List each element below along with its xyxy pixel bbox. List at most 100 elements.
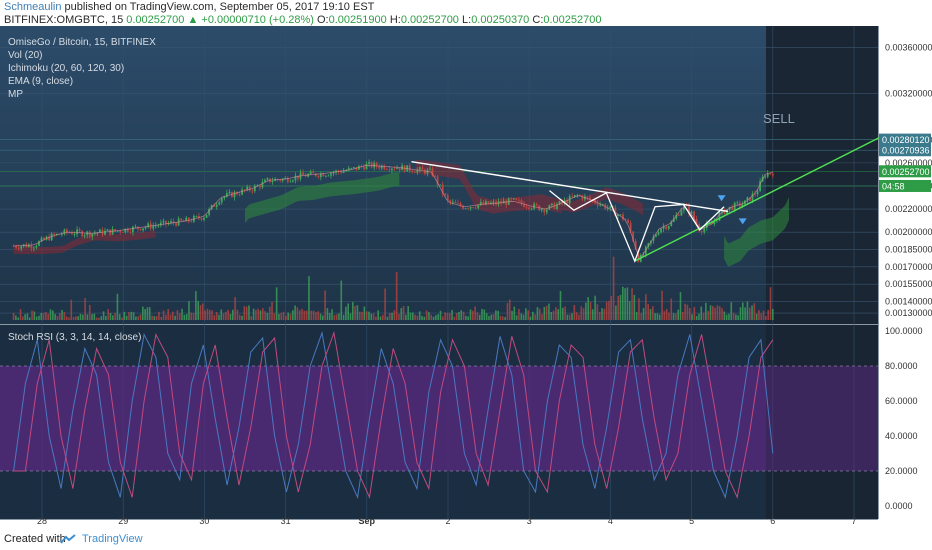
candle-body bbox=[124, 228, 127, 233]
volume-bar bbox=[109, 312, 112, 320]
candle-body bbox=[322, 173, 325, 177]
volume-bar bbox=[252, 308, 255, 320]
volume-bar bbox=[322, 315, 324, 320]
volume-bar bbox=[442, 316, 444, 320]
volume-bar bbox=[562, 307, 564, 320]
candle-body bbox=[279, 179, 282, 181]
volume-bar bbox=[102, 311, 105, 320]
volume-bar bbox=[192, 313, 195, 320]
candle-body bbox=[449, 200, 452, 203]
volume-bar bbox=[488, 316, 490, 320]
candle-body bbox=[756, 191, 759, 195]
candle-body bbox=[454, 201, 457, 203]
volume-bar bbox=[146, 307, 149, 320]
volume-bar bbox=[93, 313, 96, 320]
volume-bar bbox=[266, 312, 269, 320]
candle-body bbox=[228, 191, 231, 194]
candle-body bbox=[528, 207, 530, 210]
volume-bar bbox=[202, 303, 204, 320]
volume-bar bbox=[536, 307, 539, 320]
volume-bar bbox=[716, 305, 719, 320]
candle-body bbox=[175, 223, 177, 226]
time-axis[interactable] bbox=[0, 519, 932, 528]
candle-body bbox=[431, 168, 434, 176]
candle-body bbox=[472, 206, 475, 208]
candle-body bbox=[576, 194, 579, 196]
close-value: 0.00252700 bbox=[543, 14, 602, 26]
candle-body bbox=[147, 223, 150, 228]
symbol-label: BITFINEX:OMGBTC, 15 bbox=[4, 14, 124, 26]
candle-body bbox=[469, 206, 472, 209]
candle-body bbox=[487, 201, 490, 205]
legend-ichimoku[interactable]: Ichimoku (20, 60, 120, 30) bbox=[8, 63, 124, 74]
volume-bar bbox=[250, 316, 253, 320]
candle-body bbox=[677, 214, 680, 216]
candle-body bbox=[198, 216, 200, 219]
candle-body bbox=[746, 197, 749, 201]
candle-body bbox=[225, 193, 228, 197]
volume-bar bbox=[543, 306, 546, 320]
volume-bar bbox=[169, 314, 172, 320]
volume-bar bbox=[328, 312, 331, 320]
candle-body bbox=[297, 175, 299, 179]
volume-bar bbox=[310, 310, 313, 320]
future-zone bbox=[766, 26, 878, 324]
chart-canvas[interactable]: 0.003600000.003200000.002800000.00260000… bbox=[0, 26, 932, 528]
candle-body bbox=[764, 176, 767, 178]
candle-body bbox=[688, 205, 690, 214]
volume-bar bbox=[287, 312, 289, 320]
candle-body bbox=[243, 189, 246, 191]
candle-body bbox=[672, 218, 675, 222]
volume-bar bbox=[160, 316, 163, 320]
trendline-drawings[interactable] bbox=[411, 133, 887, 263]
tradingview-brand[interactable]: TradingView bbox=[82, 533, 143, 545]
candle-body bbox=[266, 178, 269, 180]
rsi-title[interactable]: Stoch RSI (3, 3, 14, 14, close) bbox=[8, 332, 141, 343]
volume-bar bbox=[17, 317, 19, 320]
volume-bar bbox=[271, 301, 273, 320]
candle-body bbox=[421, 167, 424, 170]
stoch-d-line bbox=[13, 330, 774, 500]
cloud-red-1 bbox=[415, 159, 562, 214]
candle-body bbox=[139, 228, 142, 231]
rsi-band-fill bbox=[0, 366, 766, 471]
volume-bar bbox=[702, 312, 705, 320]
volume-bar bbox=[178, 313, 181, 320]
time-tick-9: 6 bbox=[770, 516, 775, 526]
volume-bar bbox=[656, 313, 659, 320]
candle-body bbox=[132, 226, 134, 233]
volume-bar bbox=[412, 312, 414, 320]
volume-bar bbox=[84, 298, 86, 320]
chart-legend[interactable]: OmiseGo / Bitcoin, 15, BITFINEX Vol (20)… bbox=[8, 37, 156, 100]
legend-main[interactable]: OmiseGo / Bitcoin, 15, BITFINEX bbox=[8, 37, 156, 48]
sell-annotation[interactable]: SELL bbox=[763, 111, 795, 126]
candle-body bbox=[754, 193, 756, 195]
volume-bar bbox=[54, 313, 56, 320]
legend-volume[interactable]: Vol (20) bbox=[8, 50, 42, 61]
price-axis[interactable] bbox=[878, 26, 932, 519]
volume-bar bbox=[532, 311, 534, 320]
volume-bar bbox=[148, 307, 151, 320]
volume-bar bbox=[176, 310, 179, 320]
volume-bar bbox=[435, 315, 437, 320]
volume-bar bbox=[315, 312, 317, 320]
candle-body bbox=[766, 173, 769, 177]
volume-bar bbox=[668, 312, 670, 320]
rsi-tick-1: 80.0000 bbox=[885, 361, 918, 371]
volume-bar bbox=[204, 310, 206, 320]
volume-bar bbox=[100, 316, 103, 320]
volume-bar bbox=[349, 313, 352, 320]
candle-body bbox=[451, 201, 454, 203]
volume-bar bbox=[550, 311, 553, 320]
volume-bar bbox=[649, 309, 652, 320]
author-name[interactable]: Schmeaulin bbox=[4, 1, 62, 13]
legend-mp[interactable]: MP bbox=[8, 89, 23, 100]
volume-bar bbox=[460, 310, 463, 320]
volume-bar bbox=[545, 305, 548, 320]
volume-bar bbox=[379, 316, 382, 320]
volume-bar bbox=[91, 314, 93, 320]
volume-bar bbox=[112, 315, 114, 320]
low-label: L: bbox=[462, 14, 472, 26]
volume-bar bbox=[407, 306, 409, 320]
legend-ema[interactable]: EMA (9, close) bbox=[8, 76, 73, 87]
